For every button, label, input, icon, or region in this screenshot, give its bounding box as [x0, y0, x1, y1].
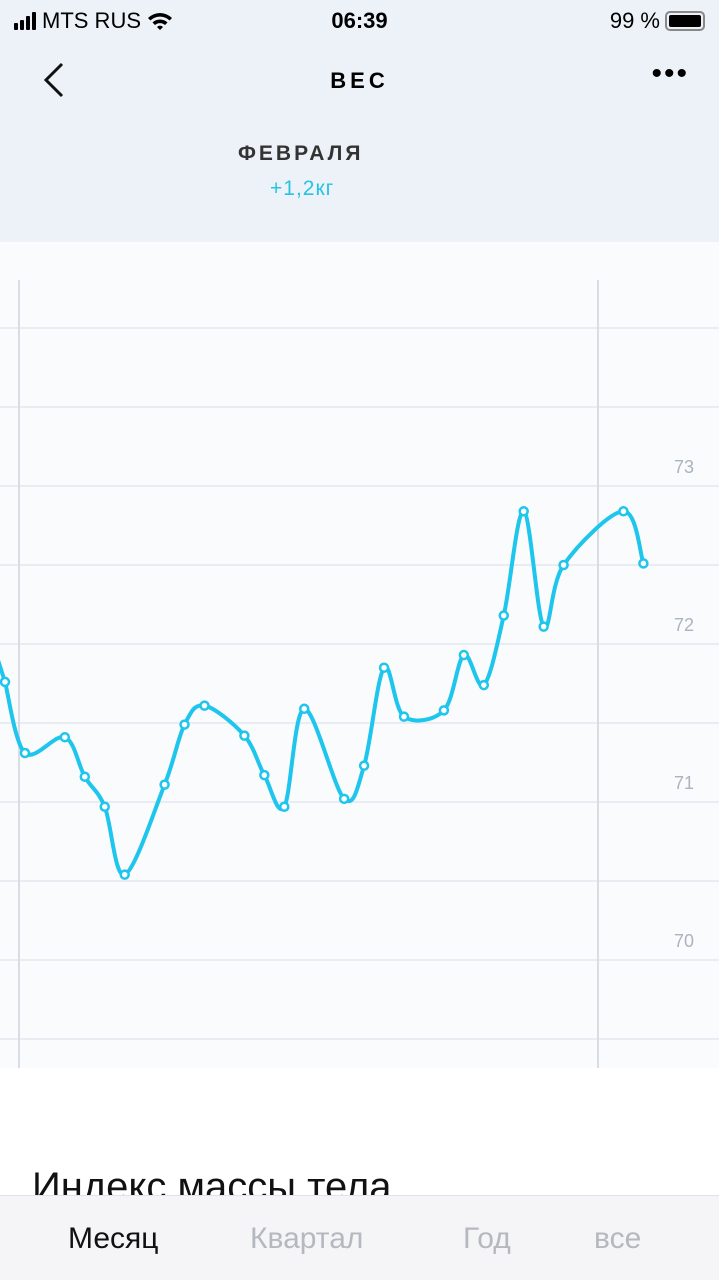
data-point — [119, 869, 130, 880]
battery-icon — [665, 11, 705, 31]
data-point — [179, 719, 190, 730]
wifi-icon — [148, 13, 172, 30]
status-bar: MTS RUS 06:39 99 % — [0, 6, 719, 36]
data-point — [398, 711, 410, 722]
tab-all[interactable]: все — [594, 1222, 642, 1255]
data-point — [558, 559, 569, 571]
data-point — [638, 558, 649, 569]
tab-year[interactable]: Год — [463, 1222, 511, 1255]
more-icon[interactable]: ••• — [651, 57, 689, 90]
data-point — [518, 506, 529, 517]
y-tick-label: 73 — [674, 457, 694, 477]
data-point — [338, 793, 350, 805]
data-point — [299, 703, 310, 715]
data-point — [199, 700, 210, 711]
data-point — [538, 621, 549, 632]
data-point — [79, 771, 91, 782]
tab-quarter[interactable]: Квартал — [250, 1222, 364, 1255]
tab-month[interactable]: Месяц — [68, 1222, 159, 1255]
y-tick-label: 71 — [674, 773, 694, 793]
data-point — [239, 730, 250, 741]
y-tick-label: 72 — [674, 615, 694, 635]
weight-chart[interactable]: 73 72 71 70 — [0, 242, 719, 1068]
y-tick-label: 70 — [674, 931, 694, 951]
carrier: MTS RUS — [42, 8, 141, 33]
weight-change: +1,2кг — [270, 177, 335, 200]
data-point — [59, 731, 71, 743]
data-point — [618, 506, 629, 517]
data-point — [358, 760, 370, 771]
data-point — [0, 676, 11, 688]
page-title: ВЕС — [330, 68, 389, 93]
period-tabs: Месяц Квартал Год все — [0, 1195, 719, 1280]
data-point — [99, 801, 110, 812]
data-point — [159, 779, 170, 790]
battery-percent: 99 % — [609, 8, 660, 33]
signal-icon — [14, 12, 36, 30]
period-label: ФЕВРАЛЯ — [238, 142, 364, 165]
data-point — [378, 662, 390, 673]
data-point — [19, 747, 31, 759]
data-point — [259, 769, 270, 781]
data-point — [279, 801, 290, 812]
clock: 06:39 — [331, 8, 388, 33]
header-area: MTS RUS 06:39 99 % ВЕС ••• ФЕВРАЛЯ +1,2к… — [0, 0, 719, 242]
back-icon[interactable] — [40, 60, 70, 100]
data-point — [438, 705, 450, 716]
weight-line — [0, 509, 646, 877]
chart-svg: 73 72 71 70 — [0, 280, 719, 1068]
data-point — [498, 610, 509, 621]
data-point — [458, 649, 470, 661]
data-point — [478, 679, 490, 691]
